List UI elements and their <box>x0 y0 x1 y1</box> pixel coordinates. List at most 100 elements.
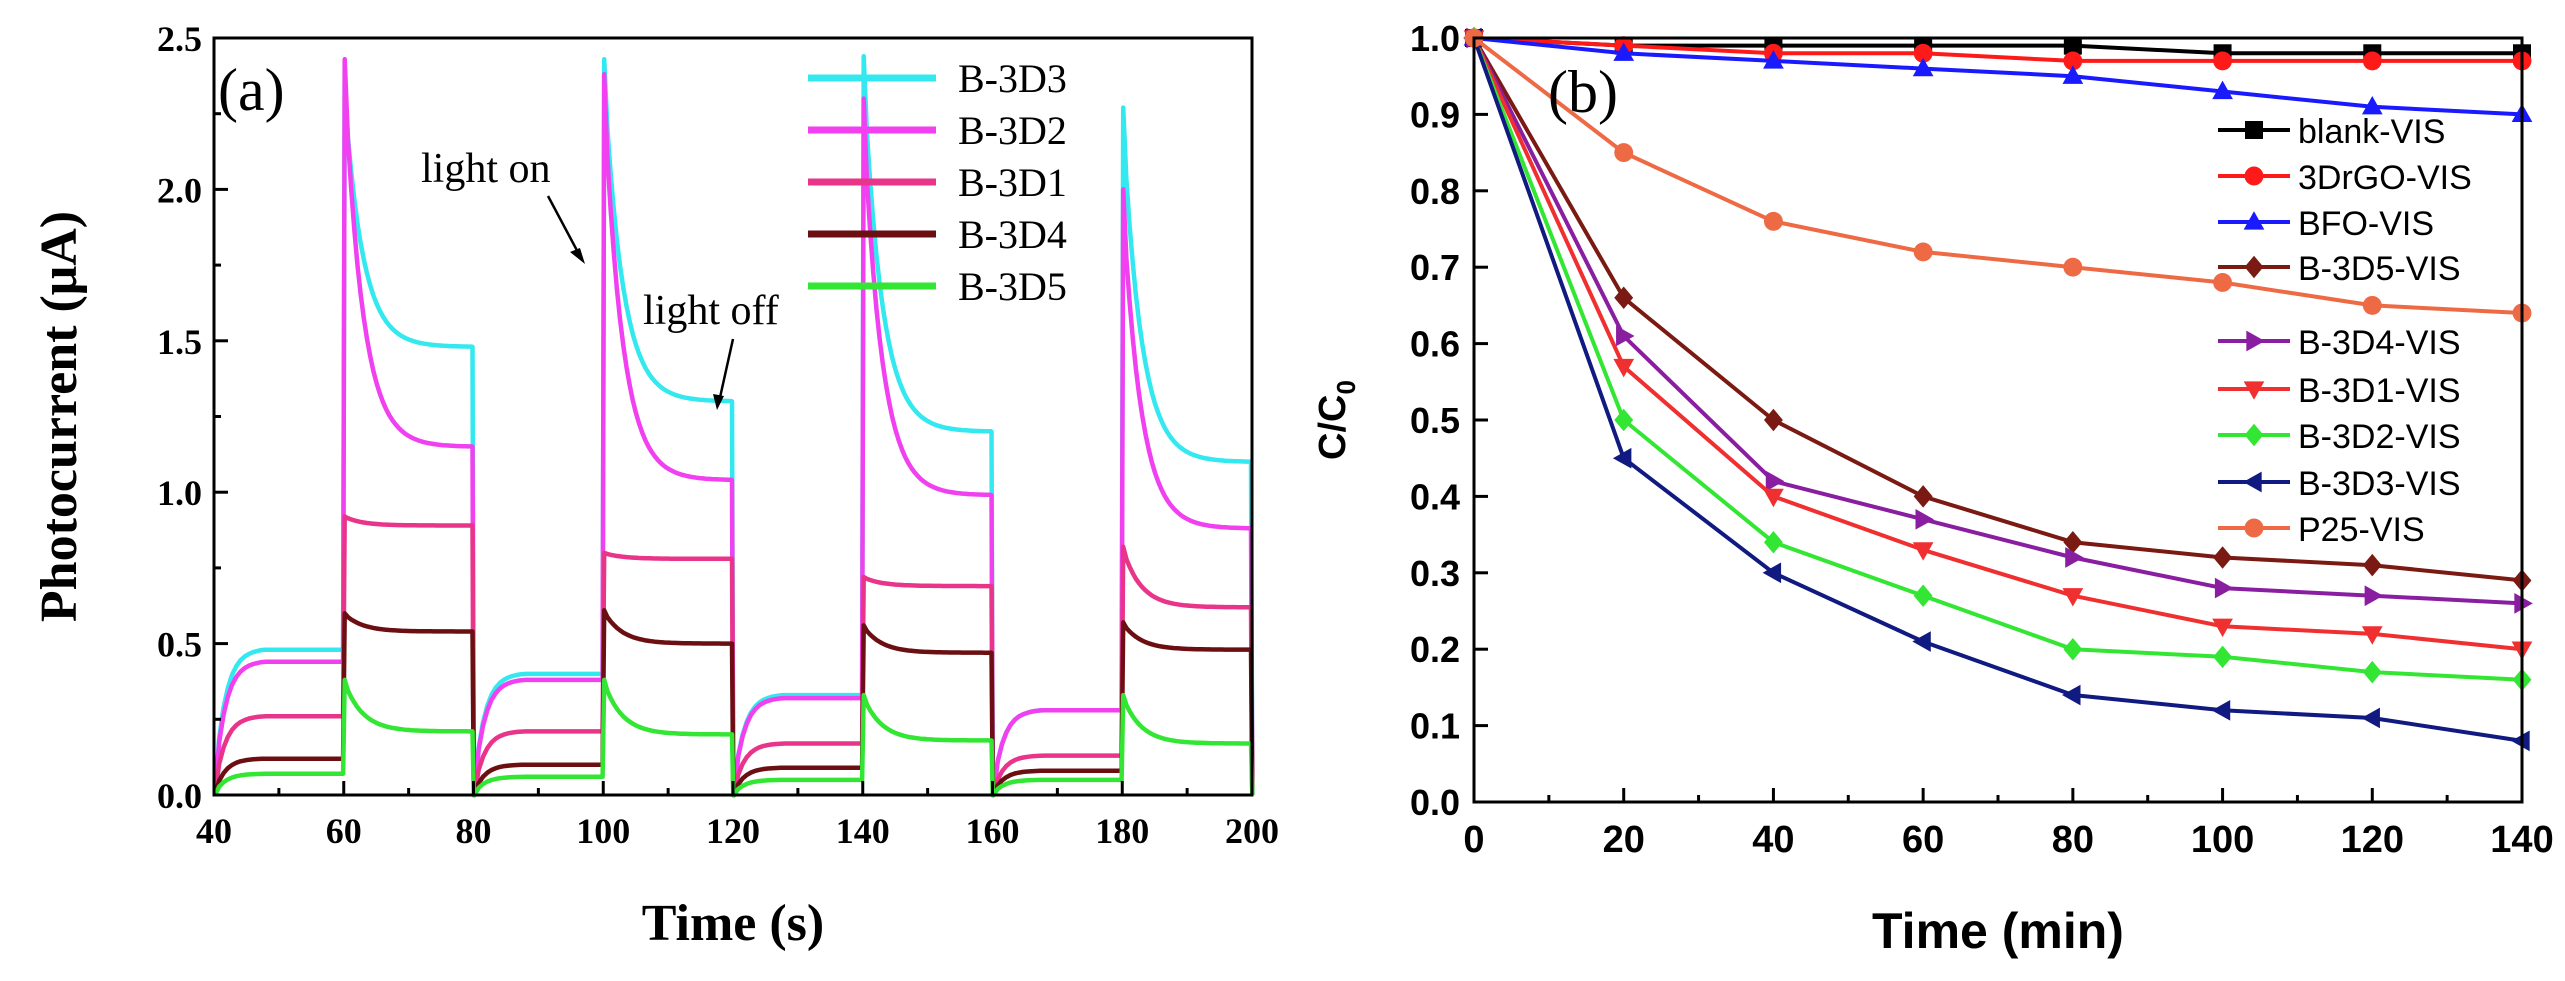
panel-a-annotations: light on light off <box>421 146 779 410</box>
x-tick-label: 40 <box>196 811 232 851</box>
panel-a-chart: 40 60 80 100 120 140 160 180 200 0.0 0.5 1.0 1.5 2.0 2… <box>31 19 1279 952</box>
data-point-B-3D4-VIS <box>2065 547 2084 568</box>
panel-b-series-lines <box>1463 26 2533 752</box>
series-line-B-3D1-VIS <box>1472 37 2523 652</box>
annotation-arrowhead-light-off <box>713 394 724 410</box>
series-line-B-3D2-VIS <box>1472 37 2523 682</box>
x-axis-title: Time (s) <box>642 895 824 952</box>
y-tick-label: 0.9 <box>1410 94 1460 135</box>
series-line-B-3D4-VIS <box>1472 37 2523 606</box>
panel-a-ticks: 40 60 80 100 120 140 160 180 200 0.0 0.5 1.0 1.5 2.0 2… <box>31 19 1279 952</box>
panel-label: (a) <box>218 57 285 123</box>
series-line-BFO-VIS <box>1473 36 2523 117</box>
series-line-B-3D3-VIS <box>1472 37 2523 743</box>
data-point-BFO-VIS <box>1613 42 1635 61</box>
x-tick-label: 180 <box>1095 811 1149 851</box>
annotation-arrowhead-light-on <box>570 248 585 264</box>
legend-label: B-3D5 <box>958 264 1067 309</box>
legend-label: 3DrGO-VIS <box>2298 159 2472 197</box>
y-tick-label: 0.0 <box>1410 782 1460 823</box>
data-point-B-3D2-VIS <box>1614 408 1634 432</box>
data-point-P25-VIS <box>2362 295 2382 315</box>
legend-marker <box>2246 330 2265 352</box>
y-tick-label: 0.5 <box>1410 400 1460 441</box>
data-point-B-3D1-VIS <box>2361 626 2383 645</box>
legend-label: B-3D4 <box>958 212 1067 257</box>
y-tick-label: 1.5 <box>157 322 202 362</box>
x-tick-label: 20 <box>1603 819 1645 861</box>
y-tick-label: 1.0 <box>157 473 202 513</box>
series-line-3DrGO-VIS <box>1473 36 2522 63</box>
x-tick-label: 100 <box>2191 819 2254 861</box>
annotation-arrow-light-on <box>546 195 583 259</box>
data-point-B-3D5-VIS <box>2063 530 2083 554</box>
annotation-light-off: light off <box>643 288 779 334</box>
data-point-B-3D3-VIS <box>1762 562 1782 584</box>
panel-label: (b) <box>1548 59 1618 125</box>
y-tick-label: 0.4 <box>1410 476 1460 517</box>
data-point-B-3D5-VIS <box>1913 485 1933 508</box>
data-point-B-3D1-VIS <box>1763 488 1784 508</box>
x-tick-label: 80 <box>456 811 492 851</box>
data-point-3DrGO-VIS <box>2362 51 2382 71</box>
data-point-B-3D3-VIS <box>2361 707 2380 729</box>
x-tick-label: 200 <box>1225 811 1279 851</box>
data-point-BFO-VIS <box>2062 65 2084 84</box>
legend-marker <box>2243 381 2265 400</box>
data-point-B-3D1-VIS <box>1912 542 1934 561</box>
series-line-P25-VIS <box>1472 36 2523 315</box>
data-point-B-3D4-VIS <box>1915 508 1934 530</box>
data-point-BFO-VIS <box>2361 95 2383 115</box>
data-point-B-3D3-VIS <box>1612 447 1632 469</box>
y-tick-label: 0.5 <box>157 625 202 665</box>
data-point-B-3D3-VIS <box>1912 631 1931 652</box>
x-tick-label: 60 <box>1902 819 1944 861</box>
x-axis-title: Time (min) <box>1872 903 2124 959</box>
data-point-P25-VIS <box>1614 143 1634 163</box>
data-point-B-3D1-VIS <box>1613 358 1635 378</box>
data-point-B-3D4-VIS <box>2214 577 2234 599</box>
legend-marker <box>2244 423 2264 447</box>
legend-marker <box>2243 211 2265 230</box>
y-tick-label: 1.0 <box>1410 18 1460 59</box>
data-point-P25-VIS <box>1763 211 1783 231</box>
annotation-arrow-light-off <box>717 338 735 403</box>
legend-label: B-3D2 <box>958 108 1067 153</box>
data-point-B-3D2-VIS <box>1913 584 1933 607</box>
legend-label: B-3D3-VIS <box>2298 465 2461 503</box>
legend-label: B-3D1-VIS <box>2298 372 2461 410</box>
legend-label: B-3D3 <box>958 56 1067 101</box>
data-point-BFO-VIS <box>2212 80 2233 100</box>
legend-marker <box>2244 255 2264 279</box>
data-point-3DrGO-VIS <box>2213 51 2233 71</box>
legend-marker <box>2245 121 2263 139</box>
data-point-B-3D2-VIS <box>1763 530 1783 554</box>
data-point-B-3D5-VIS <box>2362 553 2382 577</box>
data-point-P25-VIS <box>2063 257 2083 277</box>
y-tick-label: 2.5 <box>157 19 202 59</box>
y-tick-label: 0.7 <box>1410 247 1460 288</box>
y-axis-title: C/C0 <box>1312 380 1361 460</box>
legend-marker <box>2244 518 2264 538</box>
x-tick-label: 120 <box>706 811 760 851</box>
annotation-light-on: light on <box>421 146 551 192</box>
panel-b-chart: 0 20 40 60 80 100 120 140 0.0 0.1 0.2 0.3 0.4 0.5 0.6 0… <box>1312 18 2554 959</box>
data-point-B-3D3-VIS <box>2062 684 2081 706</box>
y-axis-title-subscript: 0 <box>1331 380 1361 394</box>
y-axis-title: Photocurrent (μA) <box>31 211 88 622</box>
x-tick-label: 40 <box>1752 819 1794 861</box>
data-point-B-3D1-VIS <box>2212 618 2233 638</box>
x-tick-label: 160 <box>966 811 1020 851</box>
y-tick-label: 0.0 <box>157 776 202 816</box>
y-axis-title-main: C/C <box>1312 395 1354 460</box>
data-point-blank-VIS <box>2063 36 2082 55</box>
data-point-B-3D5-VIS <box>2213 546 2233 569</box>
y-tick-label: 0.1 <box>1410 706 1460 747</box>
data-point-B-3D5-VIS <box>1614 286 1634 310</box>
data-point-BFO-VIS <box>1912 57 1934 77</box>
data-point-B-3D4-VIS <box>2364 585 2384 607</box>
data-point-3DrGO-VIS <box>2063 51 2083 71</box>
data-point-B-3D2-VIS <box>2213 645 2233 669</box>
data-point-B-3D3-VIS <box>2211 699 2231 721</box>
legend-marker <box>2244 166 2264 186</box>
